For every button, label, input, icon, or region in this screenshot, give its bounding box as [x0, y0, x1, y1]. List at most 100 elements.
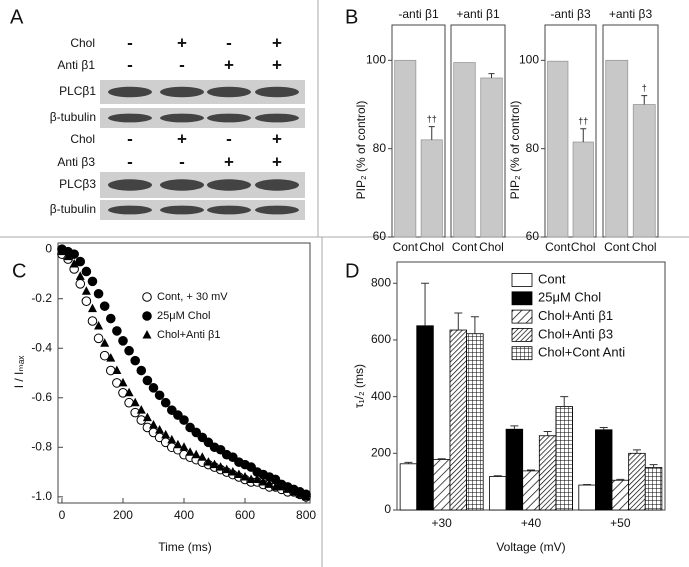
error-bar: [599, 427, 608, 430]
lane-sign: +: [177, 129, 187, 148]
error-bar: [527, 469, 535, 471]
blot-band: [207, 86, 251, 98]
point: [142, 412, 152, 422]
bar: [489, 476, 507, 511]
plot-frame: [602, 24, 659, 238]
x-tick-label: Cont: [393, 240, 419, 254]
point: [136, 365, 147, 376]
y-axis-label: PIP₂ (% of control): [354, 101, 368, 200]
error-bar: [510, 425, 519, 430]
point: [87, 276, 98, 287]
point: [173, 439, 183, 449]
point: [105, 313, 116, 324]
y-tick-label: 100: [519, 53, 539, 67]
lane-sign: +: [272, 152, 282, 171]
x-tick-label: +50: [610, 516, 631, 530]
bar: [538, 435, 557, 511]
point: [136, 405, 146, 414]
point: [166, 405, 177, 415]
y-tick-label: -0.2: [31, 291, 52, 305]
point: [57, 246, 67, 256]
point: [87, 316, 98, 326]
chart-title: -anti β1: [398, 7, 439, 21]
bar: [416, 325, 434, 511]
point: [69, 249, 79, 259]
legend-swatch: [511, 346, 533, 361]
significance-marker: †: [642, 83, 647, 93]
point: [246, 462, 256, 472]
point: [75, 279, 86, 289]
bar: [432, 459, 451, 511]
panel-label: A: [10, 6, 24, 28]
legend-swatch: [511, 309, 533, 324]
point: [118, 336, 128, 346]
point: [185, 447, 195, 456]
y-tick-label: -0.8: [31, 439, 52, 453]
point: [277, 481, 287, 491]
panel-label: C: [12, 260, 26, 282]
bar: [453, 62, 476, 238]
lane-sign: -: [179, 55, 185, 74]
error-bar: [428, 126, 435, 140]
bar: [644, 467, 663, 511]
point: [69, 259, 79, 268]
error-bar: [649, 464, 658, 468]
y-axis-label: I / Iₘₐₓ: [12, 356, 26, 389]
x-tick-label: +40: [521, 516, 542, 530]
legend-label: Chol+Anti β1: [538, 308, 613, 323]
point: [228, 467, 238, 476]
point: [93, 288, 104, 299]
point: [148, 420, 158, 429]
point: [197, 452, 207, 461]
y-tick-label: 800: [371, 275, 391, 289]
point: [191, 427, 202, 438]
bar: [522, 470, 540, 511]
blot-label: PLCβ3: [59, 177, 96, 191]
point: [124, 345, 134, 356]
lane-sign: +: [177, 33, 187, 52]
legend-swatch: [511, 327, 533, 342]
point: [148, 383, 159, 393]
point: [167, 434, 177, 444]
point: [185, 422, 195, 433]
point: [197, 432, 208, 443]
blot-band: [108, 205, 152, 215]
lane-sign: -: [127, 129, 133, 148]
legend-marker: [142, 311, 152, 321]
point: [63, 251, 73, 261]
lane-sign: +: [272, 33, 282, 52]
point: [161, 429, 171, 439]
blot-band: [108, 86, 152, 98]
error-bar: [488, 73, 495, 78]
x-tick-label: Cont: [545, 240, 571, 254]
error-bar: [493, 475, 502, 477]
blot-label: β-tubulin: [50, 110, 96, 124]
bar: [394, 59, 417, 238]
legend-label: 25μM Chol: [157, 310, 210, 322]
blot-label: β-tubulin: [50, 202, 96, 216]
point: [124, 387, 134, 397]
point: [99, 350, 110, 361]
blot-band: [255, 86, 299, 98]
bar: [611, 479, 630, 511]
x-tick-label: 200: [113, 508, 133, 522]
significance-marker: ††: [578, 116, 588, 126]
chart-title: +anti β1: [456, 7, 500, 21]
x-axis-label: Time (ms): [158, 540, 212, 554]
x-tick-label: Cont: [604, 240, 630, 254]
x-tick-label: Chol: [419, 240, 444, 254]
point: [130, 355, 140, 366]
blot-band: [255, 205, 299, 215]
plot-frame: [450, 24, 506, 238]
plot-frame: [544, 24, 597, 238]
point: [118, 377, 128, 387]
point: [210, 459, 220, 469]
y-tick-label: 60: [526, 229, 540, 243]
condition-label: Chol: [70, 36, 95, 50]
bar: [505, 428, 524, 511]
point: [94, 320, 104, 330]
legend-marker: [142, 292, 152, 302]
y-tick-label: 600: [371, 332, 391, 346]
point: [142, 375, 153, 386]
bar: [480, 77, 503, 238]
